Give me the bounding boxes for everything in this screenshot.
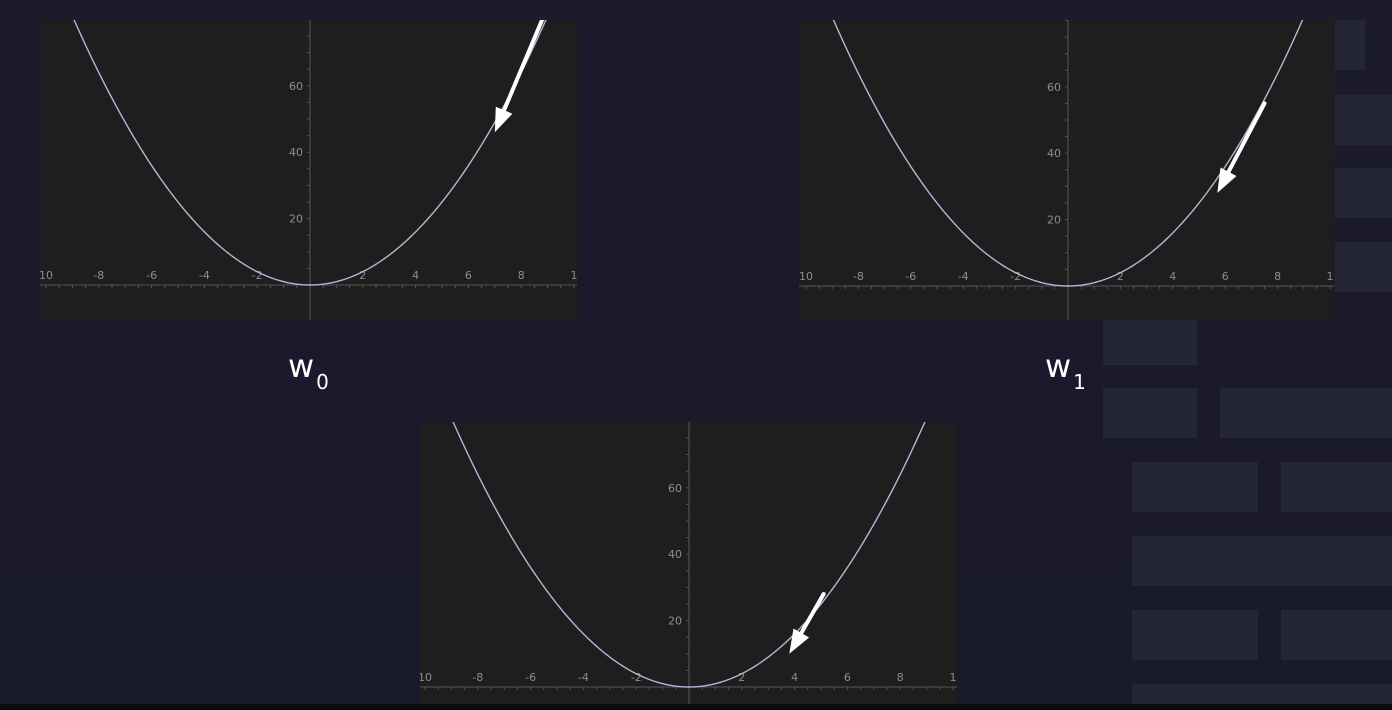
x-tick-label: 2 <box>359 269 366 282</box>
background-block <box>1132 462 1258 512</box>
x-tick-label: 1 <box>571 269 578 282</box>
bottom-edge <box>0 704 1392 710</box>
gradient-arrow-head <box>789 628 810 654</box>
gradient-arrow <box>494 20 545 133</box>
x-tick-label: -4 <box>199 269 210 282</box>
x-tick-label: 6 <box>1222 270 1229 283</box>
background-block <box>1132 536 1392 586</box>
x-tick-label: 6 <box>844 671 851 684</box>
x-tick-label: -2 <box>252 269 263 282</box>
chart-svg: 10 -8 -6 -4 -2 2 4 6 8 1 60 40 20 <box>40 20 577 320</box>
x-tick-label: 6 <box>465 269 472 282</box>
x-tick-label: -4 <box>578 671 589 684</box>
y-tick-label: 20 <box>289 213 303 226</box>
x-tick-label: 10 <box>799 270 813 283</box>
background-block <box>1220 388 1392 438</box>
x-tick-label: 1 <box>950 671 957 684</box>
gradient-arrow-shaft <box>1226 101 1267 174</box>
x-tick-label: -6 <box>905 270 916 283</box>
background-block <box>1335 168 1392 218</box>
gradient-arrow-head <box>1217 167 1237 193</box>
parabola-line <box>832 20 1304 287</box>
x-tick-label: -2 <box>1010 270 1021 283</box>
x-tick-label: -8 <box>853 270 864 283</box>
y-tick-label: 40 <box>668 548 682 561</box>
gradient-arrow-head <box>494 106 513 133</box>
x-tick-label: 4 <box>791 671 798 684</box>
y-tick-label: 20 <box>1047 214 1061 227</box>
x-tick-label: 1 <box>1327 270 1334 283</box>
x-tick-label: 8 <box>1274 270 1281 283</box>
background-block <box>1103 320 1197 365</box>
x-tick-label: -6 <box>525 671 536 684</box>
x-tick-label: -4 <box>958 270 969 283</box>
parabola-line <box>73 20 547 286</box>
x-tick-label: -2 <box>631 671 642 684</box>
parabola-chart-w1: 10 -8 -6 -4 -2 2 4 6 8 1 60 40 20 <box>799 20 1334 320</box>
gradient-arrow-shaft <box>502 20 545 113</box>
chart-svg: 10 -8 -6 -4 -2 2 4 6 8 1 60 40 20 <box>420 422 957 704</box>
chart-svg: 10 -8 -6 -4 -2 2 4 6 8 1 60 40 20 <box>799 20 1334 320</box>
y-tick-label: 40 <box>289 146 303 159</box>
parabola-line <box>452 422 926 688</box>
x-tick-label: 2 <box>1117 270 1124 283</box>
y-tick-label: 40 <box>1047 147 1061 160</box>
background-block <box>1335 242 1392 292</box>
x-tick-label: 8 <box>897 671 904 684</box>
background-block <box>1281 462 1392 512</box>
weight-label-base: w <box>288 347 315 385</box>
x-tick-label: -6 <box>146 269 157 282</box>
y-tick-label: 20 <box>668 615 682 628</box>
background-block <box>1281 610 1392 660</box>
gradient-arrow <box>1217 101 1267 193</box>
x-tick-label: 10 <box>40 269 53 282</box>
x-tick-label: 4 <box>1169 270 1176 283</box>
background-block <box>1335 95 1392 145</box>
y-tick-label: 60 <box>289 80 303 93</box>
x-tick-label: 2 <box>738 671 745 684</box>
x-tick-label: 10 <box>420 671 432 684</box>
y-tick-label: 60 <box>668 482 682 495</box>
parabola-chart-w2: 10 -8 -6 -4 -2 2 4 6 8 1 60 40 20 <box>420 422 957 704</box>
background-block <box>1132 684 1392 704</box>
weight-label-base: w <box>1045 347 1072 385</box>
gradient-arrow-shaft <box>799 592 826 635</box>
y-tick-label: 60 <box>1047 81 1061 94</box>
x-tick-label: -8 <box>93 269 104 282</box>
background-block <box>1132 610 1258 660</box>
weight-label-subscript: 0 <box>316 370 329 394</box>
background-block <box>1335 20 1365 70</box>
x-tick-label: 4 <box>412 269 419 282</box>
parabola-chart-w0: 10 -8 -6 -4 -2 2 4 6 8 1 60 40 20 <box>40 20 577 320</box>
x-tick-label: -8 <box>472 671 483 684</box>
x-tick-label: 8 <box>518 269 525 282</box>
background-block <box>1103 388 1197 438</box>
weight-label-subscript: 1 <box>1073 370 1086 394</box>
gradient-arrow <box>789 592 826 654</box>
